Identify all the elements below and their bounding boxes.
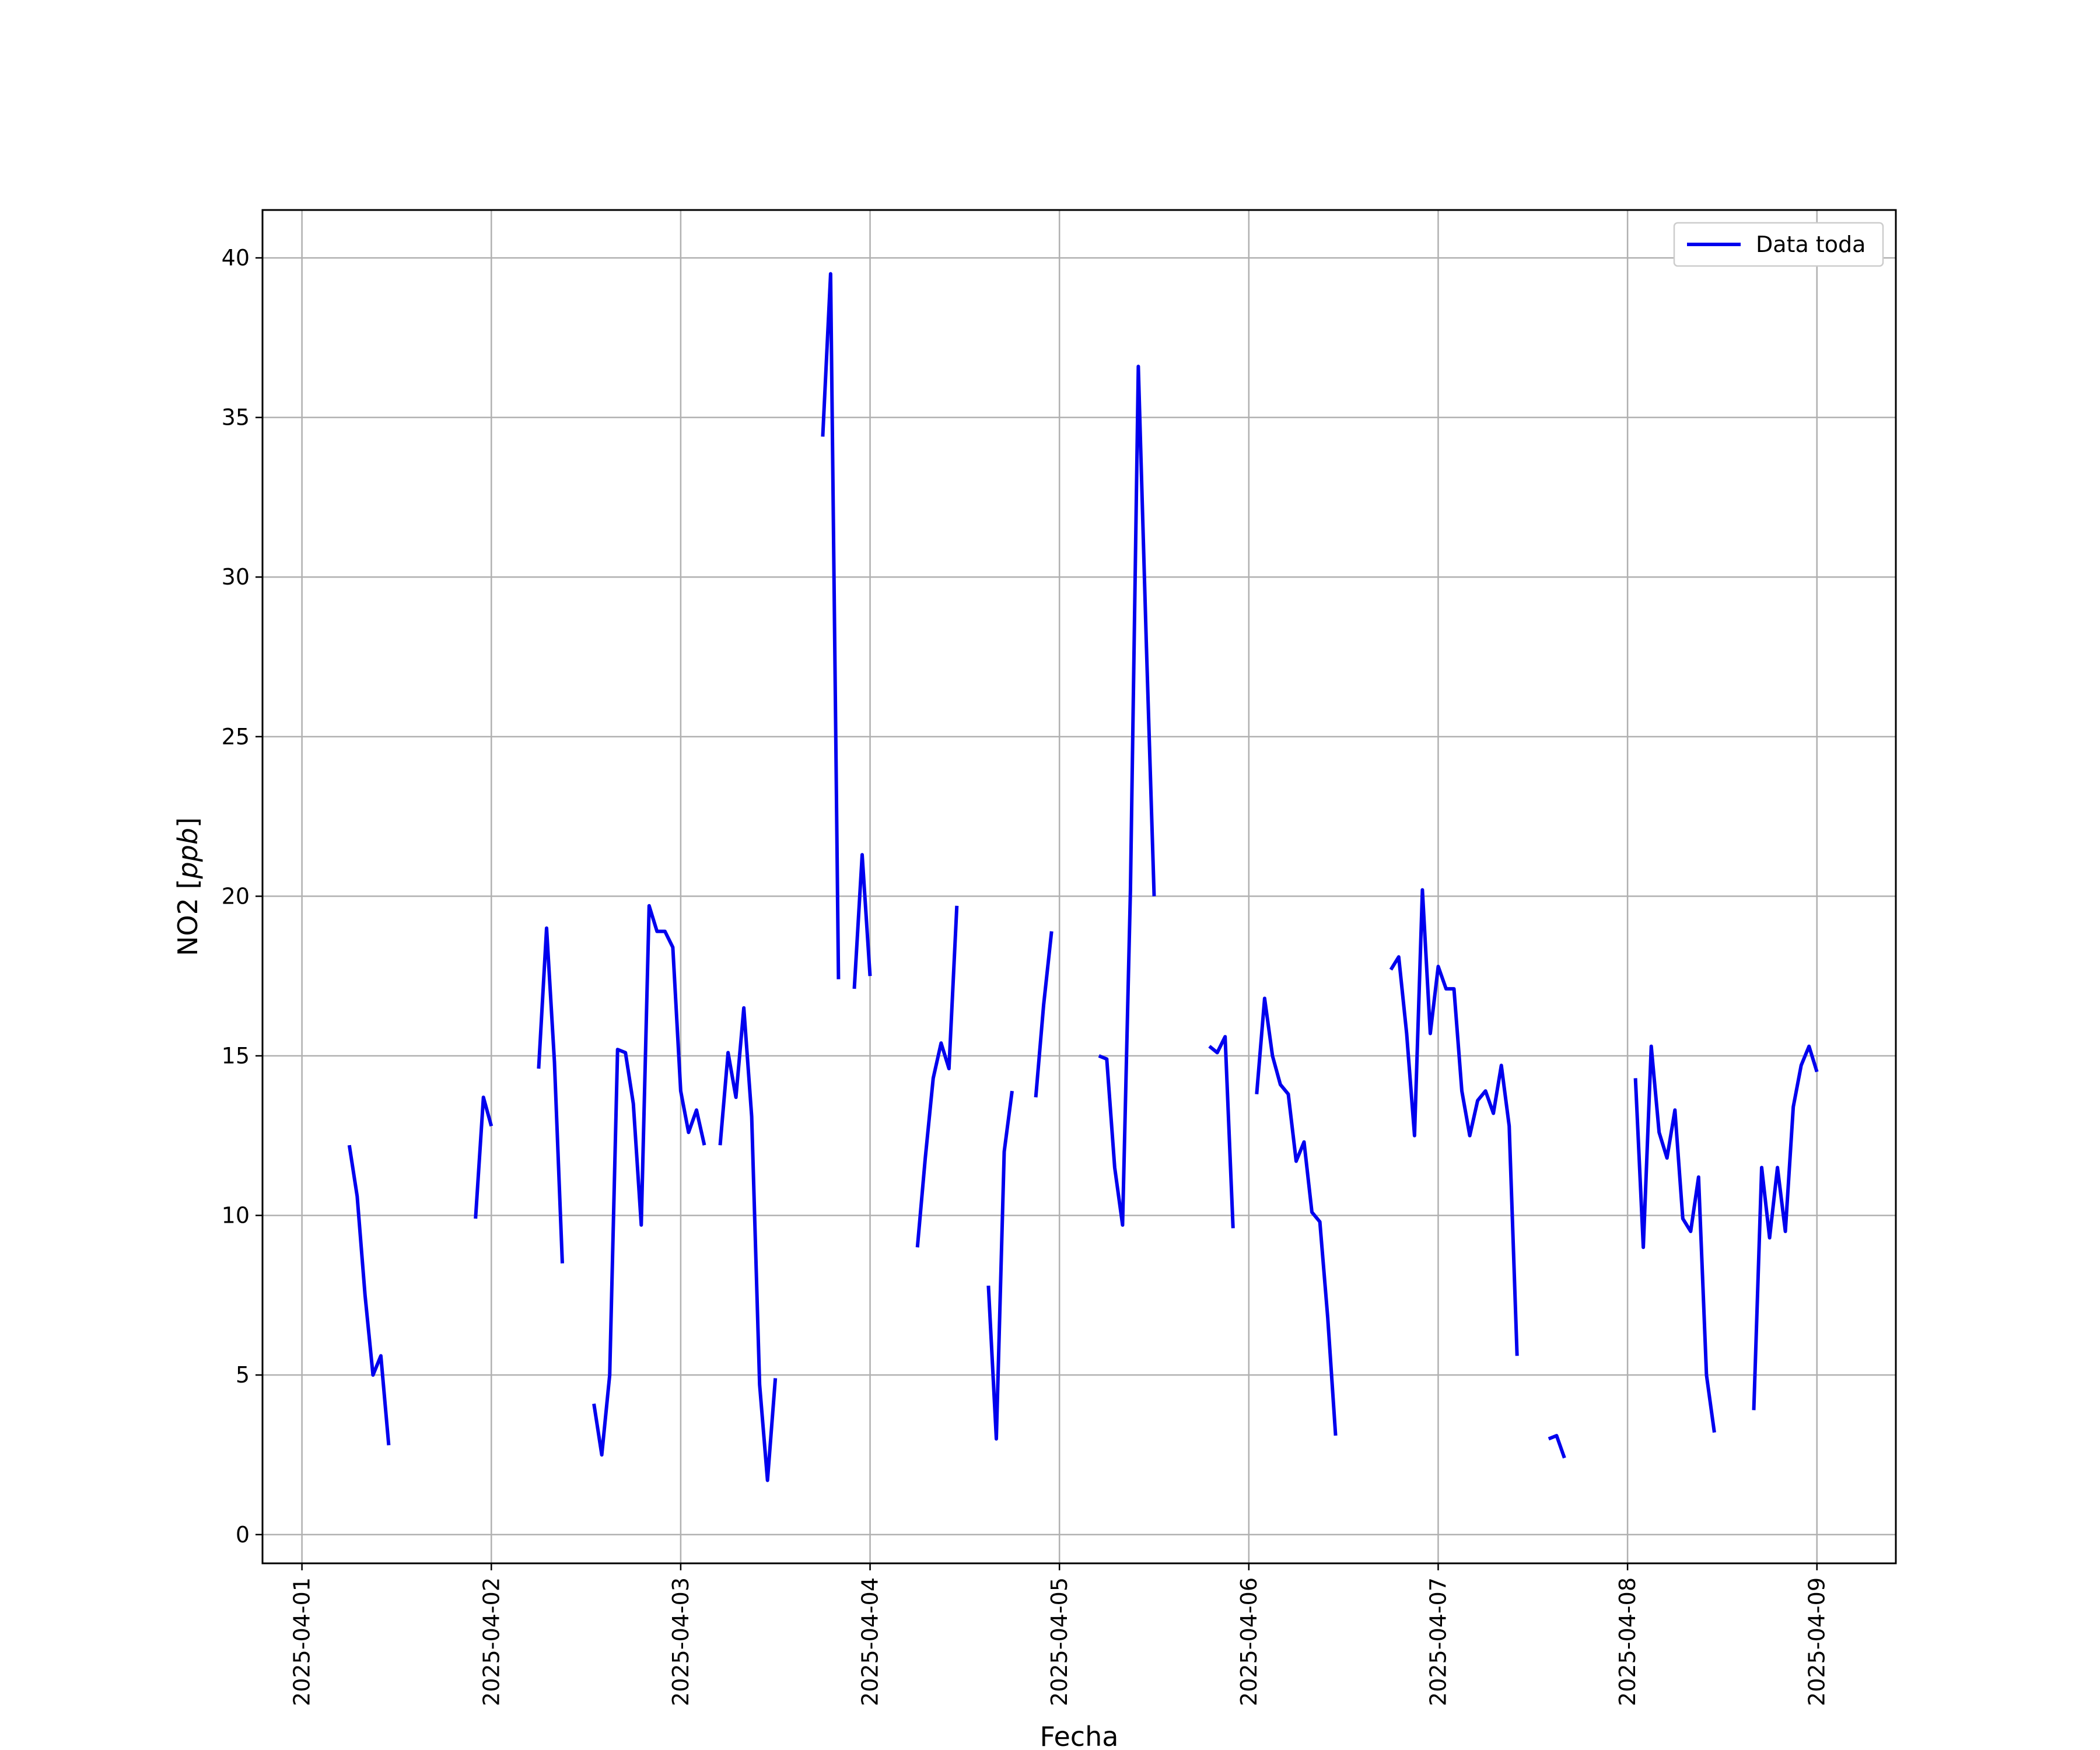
series-line-segment bbox=[1208, 1035, 1235, 1228]
series-line-segment bbox=[821, 272, 841, 979]
legend-box bbox=[1673, 222, 1884, 267]
legend: Data toda bbox=[1673, 222, 1884, 267]
series-line-segment bbox=[718, 1006, 778, 1482]
x-tick-label: 2025-04-06 bbox=[1236, 1577, 1262, 1706]
x-tick-label: 2025-04-02 bbox=[478, 1577, 504, 1706]
plot-area-background bbox=[262, 210, 1896, 1563]
series-line-segment bbox=[852, 853, 872, 989]
series-line-segment bbox=[915, 905, 959, 1248]
x-tick-label: 2025-04-01 bbox=[289, 1577, 315, 1706]
series-line-segment bbox=[1389, 888, 1519, 1356]
series-line-segment bbox=[537, 926, 564, 1264]
x-tick-label: 2025-04-04 bbox=[858, 1577, 883, 1706]
y-axis: 0 5 10 15 20 25 30 35 40 bbox=[222, 245, 262, 1548]
series-line-segment bbox=[474, 1096, 494, 1219]
series-line-segment bbox=[986, 1090, 1014, 1441]
series-line-segment bbox=[347, 1144, 391, 1446]
y-tick-label: 5 bbox=[236, 1362, 250, 1388]
y-tick-label: 30 bbox=[222, 564, 250, 590]
series-lines bbox=[347, 272, 1819, 1482]
y-axis-title-bracket-close: ] bbox=[172, 817, 204, 828]
series-line-segment bbox=[592, 904, 706, 1457]
x-axis: 2025-04-01 2025-04-02 2025-04-03 2025-04-04… bbox=[289, 1563, 1830, 1706]
y-tick-label: 40 bbox=[222, 245, 250, 271]
series-line-segment bbox=[1752, 1044, 1819, 1410]
y-tick-label: 25 bbox=[222, 724, 250, 750]
y-tick-label: 20 bbox=[222, 883, 250, 909]
series-line-segment bbox=[1034, 931, 1054, 1098]
y-tick-label: 35 bbox=[222, 405, 250, 430]
x-tick-label: 2025-04-07 bbox=[1425, 1577, 1451, 1706]
x-tick-label: 2025-04-08 bbox=[1615, 1577, 1640, 1706]
legend-label: Data toda bbox=[1756, 232, 1866, 257]
y-tick-label: 15 bbox=[222, 1043, 250, 1069]
series-line-segment bbox=[1548, 1434, 1566, 1459]
grid bbox=[262, 210, 1896, 1563]
series-line-segment bbox=[1633, 1044, 1716, 1433]
plot-frame bbox=[261, 209, 1897, 1564]
y-tick-label: 0 bbox=[236, 1522, 250, 1548]
x-tick-label: 2025-04-09 bbox=[1804, 1577, 1830, 1706]
y-axis-title-bracket-open: [ bbox=[172, 879, 204, 890]
y-axis-title: NO2 [ppb] bbox=[172, 817, 204, 956]
series-line-segment bbox=[1255, 996, 1338, 1436]
x-axis-title: Fecha bbox=[1040, 1721, 1119, 1750]
series-line-segment bbox=[1098, 365, 1156, 1227]
y-axis-title-main: NO2 bbox=[172, 890, 204, 957]
x-tick-label: 2025-04-05 bbox=[1046, 1577, 1072, 1706]
y-tick-label: 10 bbox=[222, 1203, 250, 1228]
x-tick-label: 2025-04-03 bbox=[668, 1577, 694, 1706]
y-axis-title-unit: ppb bbox=[172, 828, 204, 880]
